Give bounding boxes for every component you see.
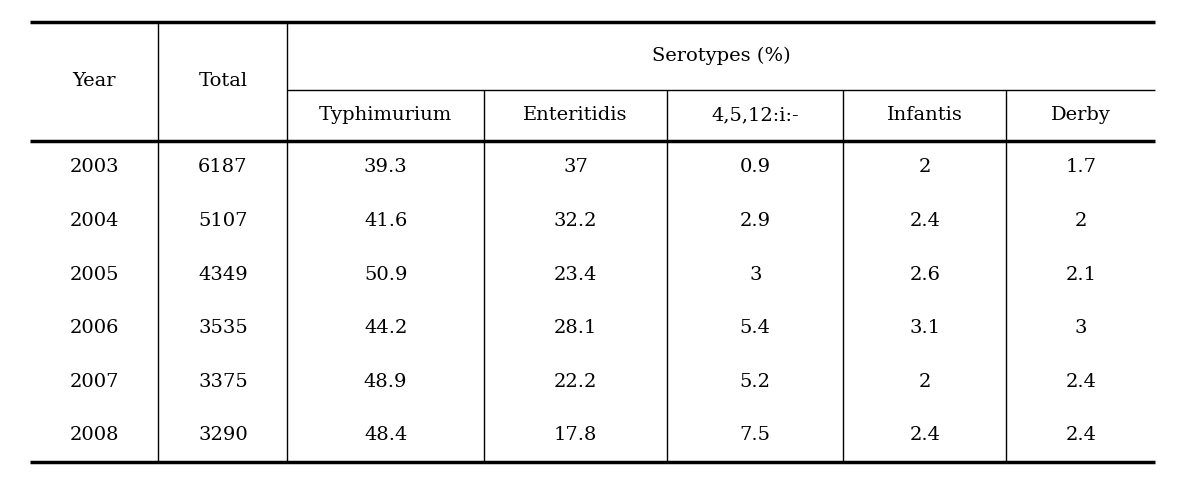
Text: 2.4: 2.4: [1065, 373, 1096, 391]
Text: 28.1: 28.1: [553, 319, 597, 337]
Text: 4,5,12:i:-: 4,5,12:i:-: [711, 106, 799, 124]
Text: 17.8: 17.8: [553, 426, 597, 444]
Text: 23.4: 23.4: [553, 266, 597, 284]
Text: 6187: 6187: [198, 158, 248, 177]
Text: 32.2: 32.2: [553, 212, 597, 230]
Text: 3535: 3535: [198, 319, 248, 337]
Text: 3: 3: [1075, 319, 1087, 337]
Text: 5107: 5107: [198, 212, 248, 230]
Text: 2: 2: [1075, 212, 1087, 230]
Text: 2.6: 2.6: [909, 266, 941, 284]
Text: Total: Total: [198, 72, 248, 90]
Text: 2008: 2008: [69, 426, 118, 444]
Text: 2006: 2006: [69, 319, 118, 337]
Text: 2.4: 2.4: [909, 212, 941, 230]
Text: 3: 3: [749, 266, 762, 284]
Text: 2.4: 2.4: [1065, 426, 1096, 444]
Text: 2007: 2007: [69, 373, 118, 391]
Text: 3.1: 3.1: [909, 319, 941, 337]
Text: 4349: 4349: [198, 266, 248, 284]
Text: 5.4: 5.4: [739, 319, 770, 337]
Text: 2004: 2004: [69, 212, 118, 230]
Text: Derby: Derby: [1051, 106, 1110, 124]
Text: 2.9: 2.9: [739, 212, 770, 230]
Text: Year: Year: [72, 72, 116, 90]
Text: 1.7: 1.7: [1065, 158, 1096, 177]
Text: 39.3: 39.3: [364, 158, 408, 177]
Text: Infantis: Infantis: [886, 106, 962, 124]
Text: 2003: 2003: [69, 158, 118, 177]
Text: 3375: 3375: [198, 373, 248, 391]
Text: 2.4: 2.4: [909, 426, 941, 444]
Text: 37: 37: [563, 158, 588, 177]
Text: 48.9: 48.9: [364, 373, 408, 391]
Text: 7.5: 7.5: [739, 426, 770, 444]
Text: 44.2: 44.2: [364, 319, 408, 337]
Text: 2: 2: [918, 158, 931, 177]
Text: 2.1: 2.1: [1065, 266, 1096, 284]
Text: Enteritidis: Enteritidis: [524, 106, 628, 124]
Text: 48.4: 48.4: [364, 426, 408, 444]
Text: 3290: 3290: [198, 426, 248, 444]
Text: 50.9: 50.9: [364, 266, 408, 284]
Text: Typhimurium: Typhimurium: [319, 106, 453, 124]
Text: 2: 2: [918, 373, 931, 391]
Text: 22.2: 22.2: [553, 373, 597, 391]
Text: 41.6: 41.6: [364, 212, 408, 230]
Text: 0.9: 0.9: [739, 158, 770, 177]
Text: 5.2: 5.2: [739, 373, 770, 391]
Text: Serotypes (%): Serotypes (%): [652, 47, 790, 65]
Text: 2005: 2005: [69, 266, 118, 284]
